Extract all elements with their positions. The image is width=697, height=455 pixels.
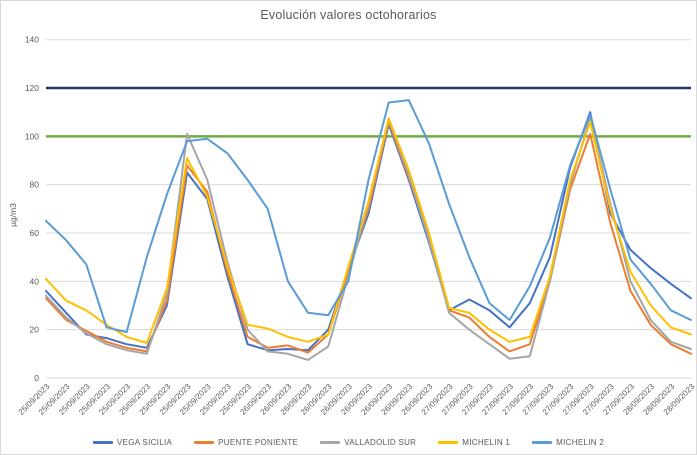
- y-tick-60: 60: [30, 228, 40, 238]
- y-axis-tick-labels: 0 20 40 60 80 100 120 140: [25, 35, 39, 383]
- legend-swatch: [92, 441, 113, 444]
- legend-swatch: [438, 441, 459, 444]
- y-tick-40: 40: [30, 276, 40, 286]
- legend-item-vega-sicilia[interactable]: VEGA SICILIA: [92, 438, 173, 447]
- legend-label: PUENTE PONIENTE: [218, 438, 299, 447]
- series-puente-poniente[interactable]: [45, 120, 692, 355]
- chart-legend: VEGA SICILIA PUENTE PONIENTE VALLADOLID SU…: [1, 438, 696, 447]
- legend-swatch: [194, 441, 215, 444]
- series-michelin-1[interactable]: [45, 117, 692, 344]
- legend-item-michelin-2[interactable]: MICHELIN 2: [532, 438, 604, 447]
- y-tick-100: 100: [25, 131, 39, 141]
- legend-label: VEGA SICILIA: [116, 438, 173, 447]
- series-michelin-2[interactable]: [45, 99, 692, 334]
- y-tick-120: 120: [25, 83, 39, 93]
- legend-item-michelin-1[interactable]: MICHELIN 1: [438, 438, 510, 447]
- legend-label: MICHELIN 2: [556, 438, 605, 447]
- legend-item-puente-poniente[interactable]: PUENTE PONIENTE: [194, 438, 298, 447]
- series-lines: [45, 99, 692, 361]
- chart-title: Evolución valores octohorarios: [260, 8, 437, 22]
- y-axis-title: µg/m3: [8, 203, 18, 227]
- y-tick-0: 0: [34, 373, 39, 383]
- x-axis-tick-labels: 25/09/202325/09/202325/09/202325/09/2023…: [17, 382, 696, 417]
- y-tick-140: 140: [25, 35, 39, 45]
- y-axis-unit-label: µg/m3: [8, 203, 18, 227]
- y-tick-80: 80: [30, 180, 40, 190]
- legend-item-valladolid-sur[interactable]: VALLADOLID SUR: [320, 438, 416, 447]
- legend-swatch: [532, 441, 553, 444]
- legend-label: MICHELIN 1: [462, 438, 511, 447]
- legend-swatch: [320, 441, 341, 444]
- legend-label: VALLADOLID SUR: [344, 438, 417, 447]
- y-tick-20: 20: [30, 325, 40, 335]
